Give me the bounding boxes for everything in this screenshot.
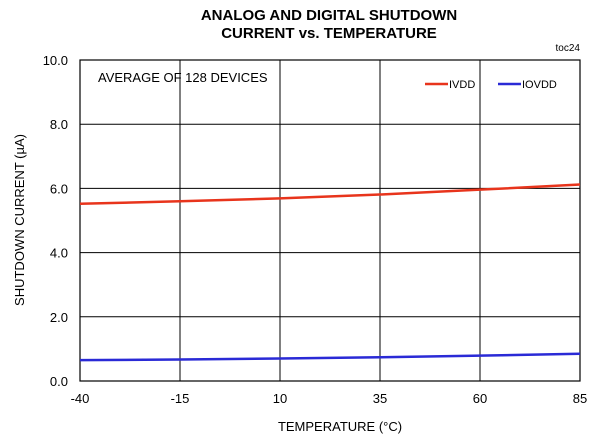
y-tick-label: 0.0 (50, 374, 68, 389)
chart-title-line2: CURRENT vs. TEMPERATURE (221, 25, 437, 42)
series-lines (79, 183, 581, 362)
y-tick-label: 8.0 (50, 117, 68, 132)
annotation-label: AVERAGE OF 128 DEVICES (98, 70, 268, 85)
series-line-iovdd (79, 352, 581, 362)
y-tick-label: 4.0 (50, 246, 68, 261)
x-tick-label: -15 (171, 391, 190, 406)
chart-title-line1: ANALOG AND DIGITAL SHUTDOWN (200, 7, 458, 24)
x-tick-label: 85 (573, 391, 587, 406)
y-axis-ticks: 0.0 2.0 4.0 6.0 8.0 10.0 (43, 53, 68, 389)
plot-border (79, 59, 581, 382)
grid-lines (80, 60, 580, 381)
x-tick-label: 35 (373, 391, 387, 406)
x-axis-ticks: -40 -15 10 35 60 85 (71, 391, 588, 406)
y-tick-label: 6.0 (50, 181, 68, 196)
legend: IVDD IOVDD (425, 79, 557, 91)
figure-id-label: toc24 (556, 43, 581, 54)
plot-frame (79, 59, 581, 382)
x-tick-label: 10 (273, 391, 287, 406)
legend-label-iovdd: IOVDD (522, 79, 557, 91)
series-line-ivdd (79, 183, 581, 206)
legend-label-ivdd: IVDD (449, 79, 475, 91)
y-tick-label: 2.0 (50, 310, 68, 325)
y-tick-label: 10.0 (43, 53, 68, 68)
x-tick-label: -40 (71, 391, 90, 406)
y-axis-label: SHUTDOWN CURRENT (µA) (12, 134, 27, 306)
x-axis-label: TEMPERATURE (°C) (278, 419, 402, 434)
x-tick-label: 60 (473, 391, 487, 406)
